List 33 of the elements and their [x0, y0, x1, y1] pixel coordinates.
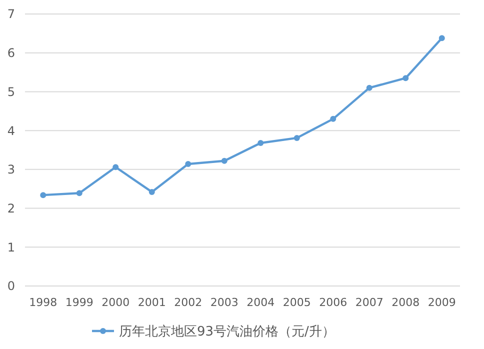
y-tick-label: 0	[7, 279, 15, 294]
x-tick-label: 1999	[65, 296, 94, 309]
legend-label: 历年北京地区93号汽油价格（元/升）	[119, 324, 335, 340]
x-tick-label: 2005	[282, 296, 311, 309]
x-tick-label: 2009	[428, 296, 456, 309]
point	[185, 160, 192, 167]
y-tick-label: 7	[7, 7, 15, 22]
x-tick-label: 2006	[319, 296, 348, 309]
y-tick-label: 5	[7, 84, 15, 99]
x-tick-label: 2004	[246, 296, 275, 309]
point	[148, 188, 155, 195]
point	[76, 190, 82, 196]
y-tick-label: 3	[7, 162, 15, 177]
point	[258, 140, 264, 146]
point	[366, 84, 372, 91]
y-tick-label: 6	[7, 46, 15, 60]
x-tick-label: 2003	[210, 296, 238, 309]
x-tick-label: 2001	[138, 296, 166, 309]
point	[330, 116, 336, 122]
point	[40, 192, 46, 198]
y-tick-label: 2	[7, 201, 15, 216]
y-tick-label: 1	[7, 240, 15, 254]
x-tick-label: 2007	[355, 296, 384, 309]
x-tick-label: 2008	[392, 296, 420, 309]
x-tick-label: 2000	[102, 296, 130, 309]
point	[402, 75, 409, 82]
x-tick-label: 1998	[29, 296, 58, 309]
point	[294, 134, 300, 141]
y-tick-label: 4	[7, 124, 15, 138]
point	[438, 35, 445, 42]
x-tick-label: 2002	[174, 296, 202, 309]
point	[221, 158, 228, 164]
point	[112, 164, 119, 170]
